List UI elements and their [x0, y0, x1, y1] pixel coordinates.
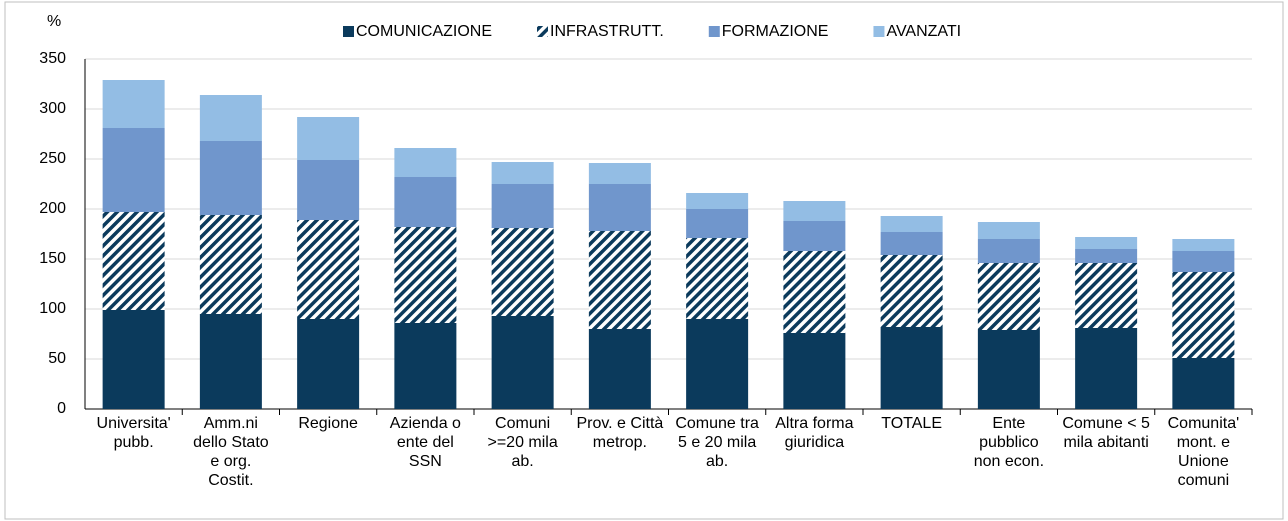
bar-segment	[297, 160, 360, 220]
x-tick-label: TOTALE	[881, 415, 942, 432]
bar-segment	[880, 255, 943, 327]
bar-segment	[977, 239, 1040, 263]
x-tick-label: Prov. e Città metrop.	[576, 415, 664, 451]
bar-segment	[394, 227, 457, 323]
legend-swatch	[873, 26, 885, 37]
y-tick-label: 200	[39, 200, 66, 217]
legend-label: AVANZATI	[886, 23, 961, 40]
bar-segment	[394, 177, 457, 227]
y-tick-label: 0	[57, 400, 66, 417]
x-tick-label: Regione	[298, 415, 358, 432]
y-tick-label: 250	[39, 150, 66, 167]
legend-swatch	[343, 26, 354, 37]
bar-segment	[977, 222, 1040, 239]
x-tick-label: Comunita' mont. e Unione comuni	[1167, 415, 1240, 489]
bar-segment	[199, 141, 262, 215]
bar-segment	[297, 220, 360, 319]
bar-segment	[977, 330, 1040, 409]
bar-segment	[686, 193, 749, 209]
legend-label: COMUNICAZIONE	[356, 23, 492, 40]
bar-segment	[1075, 328, 1138, 409]
bar-segment	[394, 323, 457, 409]
bar-segment	[783, 201, 846, 221]
legend-label: FORMAZIONE	[722, 23, 829, 40]
x-tick-label: Comune tra 5 e 20 mila ab.	[675, 415, 759, 470]
bar-segment	[199, 215, 262, 314]
bar-segment	[1075, 263, 1138, 328]
bar-segment	[1172, 358, 1235, 409]
bar-segment	[491, 316, 554, 409]
bar-segment	[783, 333, 846, 409]
y-tick-label: 350	[39, 50, 66, 67]
bar-segment	[199, 95, 262, 141]
legend-swatch	[537, 26, 548, 37]
bar-segment	[394, 148, 457, 177]
bar-segment	[1075, 249, 1138, 263]
bar-segment	[977, 263, 1040, 330]
bar-segment	[297, 117, 360, 160]
bar-segment	[199, 314, 262, 409]
frame	[4, 1, 1284, 520]
x-tick-label: Universita' pubb.	[96, 415, 171, 451]
bar-segment	[1172, 239, 1235, 251]
legend-label: INFRASTRUTT.	[550, 23, 664, 40]
legend-swatch	[708, 26, 720, 37]
bar-segment	[1172, 272, 1235, 358]
bar-segment	[588, 231, 651, 329]
x-tick-label: Azienda o ente del SSN	[389, 415, 461, 470]
bar-segment	[491, 228, 554, 316]
y-tick-label: 150	[39, 250, 66, 267]
bar-segment	[686, 319, 749, 409]
y-tick-label: 100	[39, 300, 66, 317]
x-tick-label: Ente pubblico non econ.	[973, 415, 1045, 470]
bar-segment	[102, 310, 165, 409]
bar-segment	[783, 221, 846, 251]
bar-segment	[1075, 237, 1138, 249]
y-axis-label: %	[47, 13, 61, 30]
bar-segment	[297, 319, 360, 409]
bar-segment	[588, 184, 651, 231]
y-tick-label: 50	[48, 350, 66, 367]
bar-segment	[686, 209, 749, 238]
bar-segment	[588, 329, 651, 409]
bar-segment	[102, 128, 165, 212]
bar-segment	[491, 162, 554, 184]
bar-segment	[588, 163, 651, 184]
x-tick-label: Altra forma giuridica	[775, 415, 854, 451]
bar-segment	[783, 251, 846, 333]
bar-segment	[102, 80, 165, 128]
bar-segment	[491, 184, 554, 228]
x-tick-label: Amm.ni dello Stato e org. Costit.	[193, 415, 269, 489]
bar-segment	[686, 238, 749, 319]
bar-segment	[102, 212, 165, 310]
x-tick-label: Comune < 5 mila abitanti	[1062, 415, 1150, 451]
y-tick-label: 300	[39, 100, 66, 117]
bar-segment	[1172, 251, 1235, 272]
bar-segment	[880, 216, 943, 232]
x-tick-label: Comuni >=20 mila ab.	[487, 415, 558, 470]
bar-segment	[880, 327, 943, 409]
bar-segment	[880, 232, 943, 255]
